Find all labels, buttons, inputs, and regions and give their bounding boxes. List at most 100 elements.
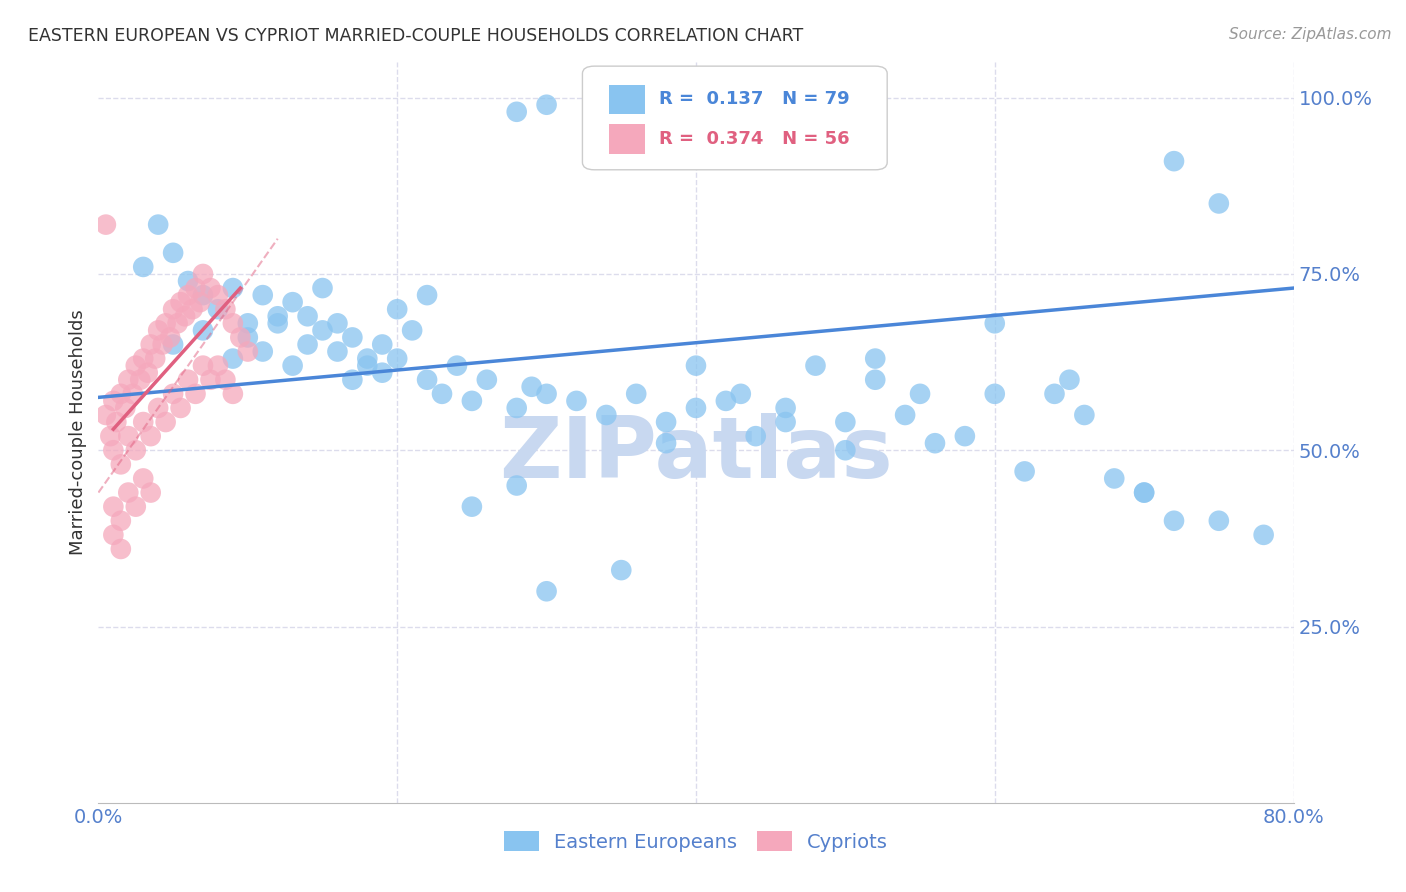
Point [894,408,917,422]
Point [865,373,887,387]
Point [132,415,155,429]
Point [1163,154,1185,169]
Point [229,330,252,344]
Point [103,393,125,408]
Point [148,218,170,232]
Point [169,295,191,310]
Point [222,316,245,330]
Point [475,373,498,387]
Point [371,337,394,351]
Point [924,436,946,450]
Point [834,415,856,429]
Text: Source: ZipAtlas.com: Source: ZipAtlas.com [1229,27,1392,42]
Point [121,387,143,401]
Point [94,408,117,422]
Point [110,387,132,401]
Point [565,393,588,408]
Point [730,387,752,401]
Point [155,415,177,429]
Point [326,316,349,330]
Point [125,443,148,458]
Point [103,500,125,514]
Point [626,387,648,401]
Point [191,267,214,281]
Point [506,401,529,415]
Point [191,359,214,373]
Point [385,302,409,317]
Point [222,387,245,401]
Point [1208,514,1230,528]
Point [207,359,229,373]
Point [162,337,184,351]
Point [461,393,484,408]
Point [1073,408,1095,422]
Point [446,359,468,373]
Point [132,351,155,366]
Point [342,330,364,344]
Point [207,302,229,317]
Point [181,302,204,317]
Point [984,387,1007,401]
Text: EASTERN EUROPEAN VS CYPRIOT MARRIED-COUPLE HOUSEHOLDS CORRELATION CHART: EASTERN EUROPEAN VS CYPRIOT MARRIED-COUP… [28,27,803,45]
Point [200,281,222,295]
Point [401,323,423,337]
Point [536,97,558,112]
Text: R =  0.374   N = 56: R = 0.374 N = 56 [659,129,849,148]
Point [1253,528,1275,542]
Point [222,281,245,295]
Point [159,330,181,344]
Point [834,443,856,458]
Y-axis label: Married-couple Households: Married-couple Households [69,310,87,556]
Point [143,351,166,366]
Text: R =  0.137   N = 79: R = 0.137 N = 79 [659,90,849,109]
Point [1133,485,1156,500]
Point [297,310,319,324]
Point [326,344,349,359]
Point [297,337,319,351]
Point [117,373,139,387]
Point [536,387,558,401]
Point [114,401,136,415]
Point [166,316,188,330]
Point [506,478,529,492]
Point [98,429,122,443]
Point [281,359,304,373]
Point [139,485,162,500]
Point [129,373,152,387]
Point [775,401,797,415]
Point [152,337,174,351]
Point [188,295,211,310]
Point [177,274,200,288]
Point [236,330,259,344]
Point [184,387,207,401]
Point [200,373,222,387]
Point [110,541,132,556]
Point [162,245,184,260]
Point [252,344,274,359]
Point [162,387,184,401]
Point [214,302,236,317]
Point [685,401,707,415]
Point [236,316,259,330]
Point [148,323,170,337]
Point [177,288,200,302]
Point [908,387,931,401]
Point [1014,464,1036,478]
Point [125,359,148,373]
Point [117,485,139,500]
Point [252,288,274,302]
Point [132,471,155,485]
Point [610,563,633,577]
Point [132,260,155,274]
Point [430,387,453,401]
Point [342,373,364,387]
FancyBboxPatch shape [582,66,887,169]
Point [461,500,484,514]
Point [169,401,191,415]
Point [117,429,139,443]
Point [139,337,162,351]
Point [184,281,207,295]
Point [236,344,259,359]
Legend: Eastern Europeans, Cypriots: Eastern Europeans, Cypriots [496,823,896,860]
Point [162,302,184,317]
